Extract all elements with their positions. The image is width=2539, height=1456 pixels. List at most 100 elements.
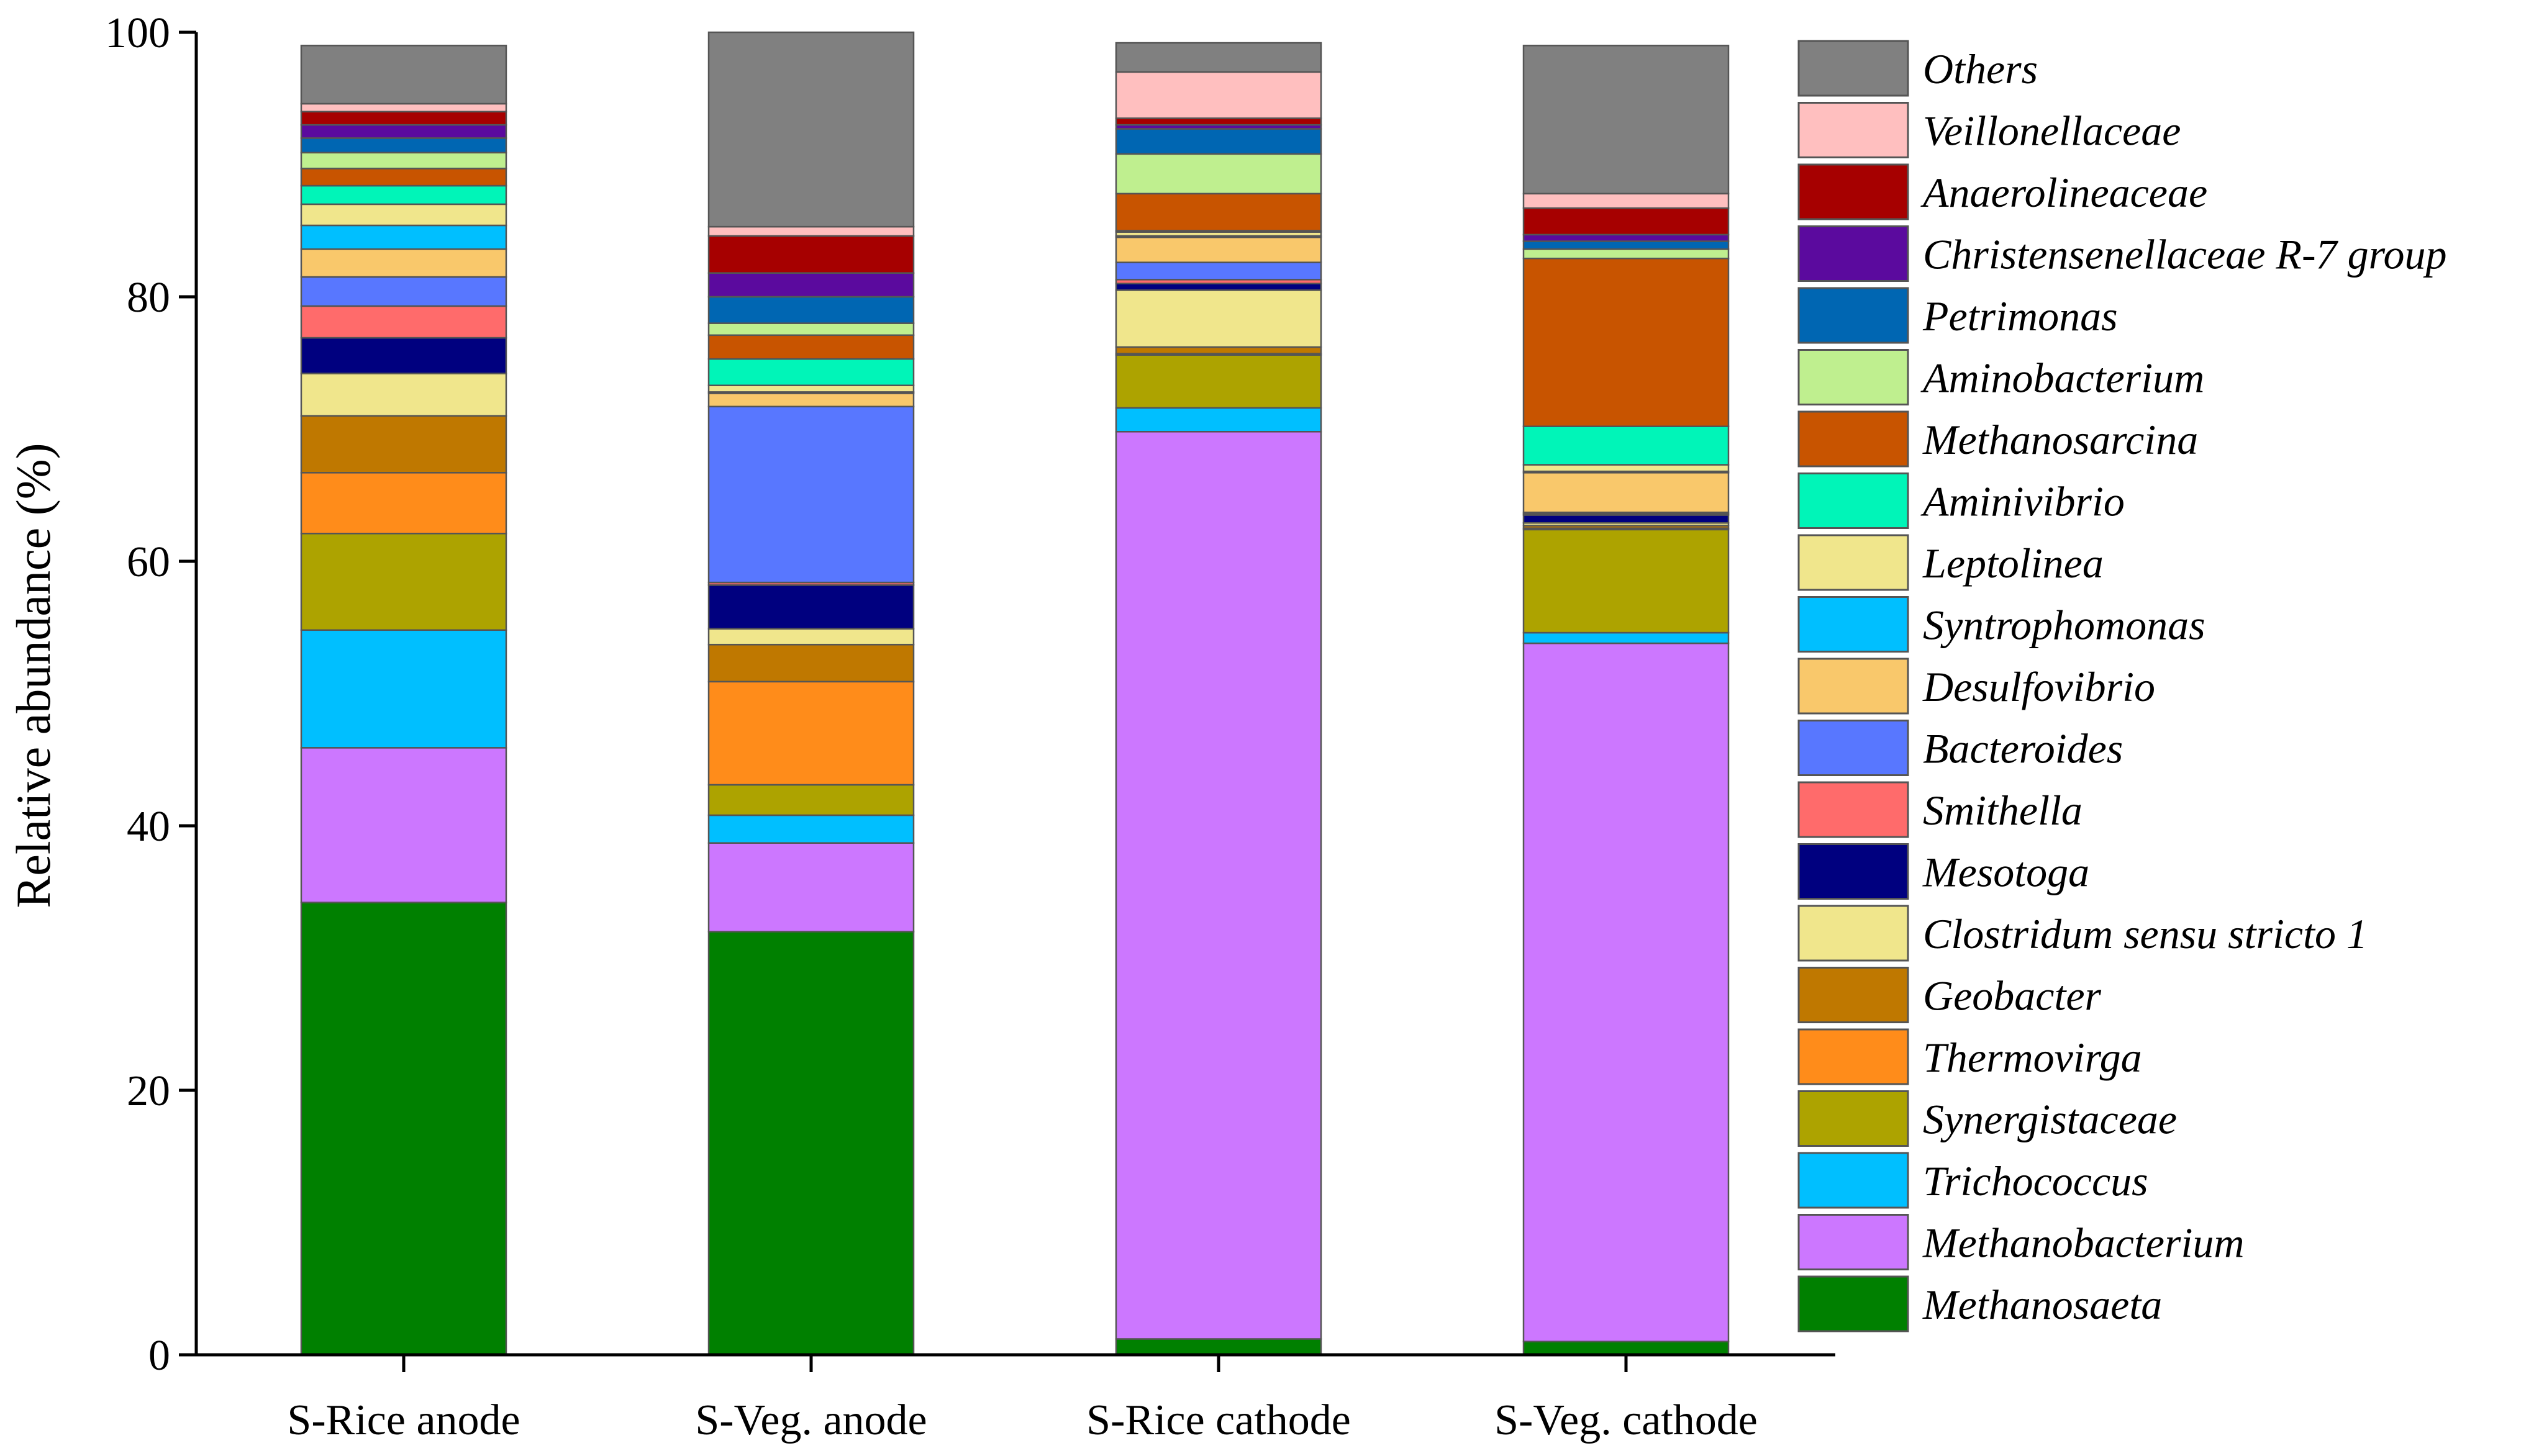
legend-swatch: [1797, 843, 1909, 900]
bar-segment-others: [1115, 42, 1322, 73]
legend-label: Thermovirga: [1923, 1034, 2142, 1081]
bar-segment-desulfovibrio: [1522, 472, 1730, 513]
bar-segment-others: [300, 45, 507, 105]
bar-segment-anaerolineaceae: [300, 111, 507, 126]
bar-segment-geobacter: [1115, 346, 1322, 355]
legend-swatch: [1797, 1090, 1909, 1147]
bar-segment-methanosaeta: [300, 902, 507, 1356]
bar-segment-anaerolineaceae: [707, 235, 915, 274]
bar-segment-bacteroides: [1115, 261, 1322, 281]
legend-swatch: [1797, 349, 1909, 405]
bar-segment-aminivibrio: [707, 358, 915, 386]
legend-swatch: [1797, 596, 1909, 653]
legend-swatch: [1797, 287, 1909, 344]
bar-segment-clostridum-sensu-stricto-1: [1115, 289, 1322, 348]
bar-segment-trichococcus: [1522, 631, 1730, 644]
bar-segment-aminobacterium: [300, 151, 507, 170]
legend-label: Aminobacterium: [1920, 355, 2204, 402]
bar-segment-leptolinea: [300, 203, 507, 227]
bar-segment-methanosaeta: [707, 931, 915, 1356]
legend-swatch: [1797, 163, 1909, 220]
legend-swatch: [1797, 720, 1909, 776]
bar-segment-veillonellaceae: [707, 225, 915, 237]
x-tick-label-s-veg-anode: S-Veg. anode: [695, 1396, 927, 1444]
bar-segment-aminivibrio: [1522, 425, 1730, 466]
bar-segment-desulfovibrio: [707, 392, 915, 408]
legend-item-aminobacterium: Aminobacterium: [1797, 349, 2204, 405]
bar-segment-geobacter: [300, 415, 507, 474]
legend-label: Geobacter: [1923, 972, 2102, 1020]
bar-stack-s-veg-cathode: [1522, 45, 1730, 1356]
bar-segment-synergistaceae: [1522, 528, 1730, 634]
legend-label: Methanobacterium: [1922, 1219, 2244, 1267]
legend-label: Desulfovibrio: [1922, 663, 2155, 710]
bar-segment-others: [707, 31, 915, 228]
bar-segment-petrimonas: [707, 296, 915, 324]
bar-segment-mesotoga: [1522, 514, 1730, 524]
legend-swatch: [1797, 534, 1909, 591]
legend-label: Christensenellaceae R-7 group: [1923, 231, 2447, 278]
legend-item-aminivibrio: Aminivibrio: [1797, 473, 2125, 529]
bar-segment-desulfovibrio: [300, 248, 507, 278]
bar-segment-methanobacterium: [1115, 431, 1322, 1340]
bar-segment-synergistaceae: [707, 784, 915, 816]
legend-label: Others: [1923, 45, 2038, 93]
legend-item-bacteroides: Bacteroides: [1797, 720, 2123, 776]
bar-segment-methanosarcina: [300, 168, 507, 187]
bar-segment-aminobacterium: [707, 322, 915, 337]
bar-segment-anaerolineaceae: [1522, 207, 1730, 236]
legend-label: Mesotoga: [1922, 849, 2089, 896]
legend-item-trichococcus: Trichococcus: [1797, 1152, 2148, 1209]
bar-segment-aminobacterium: [1522, 248, 1730, 260]
bar-segment-aminobacterium: [1115, 153, 1322, 195]
y-tick-label: 20: [127, 1067, 170, 1115]
bar-segment-petrimonas: [1522, 240, 1730, 250]
legend-label: Anaerolineaceae: [1920, 169, 2207, 216]
bar-stack-s-rice-cathode: [1115, 42, 1322, 1356]
bar-segment-geobacter: [707, 643, 915, 683]
bar-segment-clostridum-sensu-stricto-1: [300, 373, 507, 417]
legend-item-mesotoga: Mesotoga: [1797, 843, 2089, 900]
bar-segment-methanosarcina: [1522, 257, 1730, 427]
legend-item-syntrophomonas: Syntrophomonas: [1797, 596, 2205, 653]
legend-item-clostridum-sensu-stricto-1: Clostridum sensu stricto 1: [1797, 905, 2368, 962]
bar-segment-veillonellaceae: [1115, 71, 1322, 119]
bar-segment-syntrophomonas: [300, 224, 507, 250]
legend-label: Synergistaceae: [1923, 1096, 2177, 1143]
legend-item-methanobacterium: Methanobacterium: [1797, 1214, 2244, 1270]
bar-segment-synergistaceae: [300, 533, 507, 631]
bar-segment-methanosarcina: [1115, 192, 1322, 232]
bar-segment-trichococcus: [300, 629, 507, 749]
y-axis-title: Relative abundance (%): [6, 443, 60, 908]
x-tick-label-s-veg-cathode: S-Veg. cathode: [1494, 1396, 1758, 1444]
legend-swatch: [1797, 781, 1909, 838]
legend-label: Bacteroides: [1923, 725, 2123, 772]
legend-label: Aminivibrio: [1920, 478, 2125, 525]
bar-segment-leptolinea: [707, 384, 915, 393]
bar-segment-veillonellaceae: [300, 102, 507, 113]
legend-item-leptolinea: Leptolinea: [1797, 534, 2104, 591]
bar-segment-leptolinea: [1522, 464, 1730, 473]
y-tick-label: 0: [148, 1332, 170, 1380]
legend-label: Veillonellaceae: [1923, 107, 2181, 155]
bar-segment-bacteroides: [300, 276, 507, 307]
legend-item-thermovirga: Thermovirga: [1797, 1028, 2142, 1085]
legend-swatch: [1797, 1214, 1909, 1270]
bar-segment-trichococcus: [707, 814, 915, 844]
legend: Others Veillonellaceae Anaerolineaceae Chri…: [1797, 40, 2447, 1332]
bar-segment-trichococcus: [1115, 407, 1322, 433]
legend-swatch: [1797, 658, 1909, 715]
bar-segment-veillonellaceae: [1522, 192, 1730, 209]
bar-segment-methanobacterium: [707, 842, 915, 933]
y-tick-label: 100: [105, 9, 170, 57]
legend-item-synergistaceae: Synergistaceae: [1797, 1090, 2177, 1147]
legend-label: Methanosarcina: [1922, 416, 2198, 463]
bar-segment-synergistaceae: [1115, 354, 1322, 409]
y-tick-label: 40: [127, 803, 170, 851]
legend-swatch: [1797, 1275, 1909, 1332]
y-ticks: 0 20 40 60 80 100: [105, 9, 196, 1380]
legend-item-anaerolineaceae: Anaerolineaceae: [1797, 163, 2207, 220]
legend-swatch: [1797, 473, 1909, 529]
bar-stack-s-rice-anode: [300, 45, 507, 1356]
bar-segment-methanosaeta: [1522, 1341, 1730, 1356]
